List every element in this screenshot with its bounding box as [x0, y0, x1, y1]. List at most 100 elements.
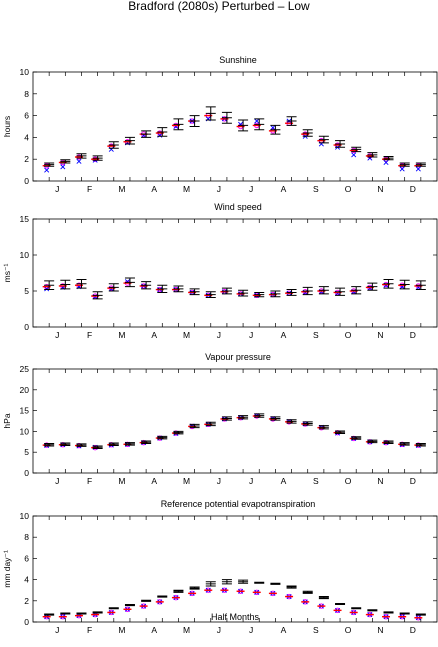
- data-errorbar: [254, 291, 265, 298]
- chart-title: Wind speed: [214, 202, 262, 212]
- data-errorbar: [318, 135, 329, 144]
- x-tick-label-month: A: [151, 625, 157, 635]
- chart-title: Vapour pressure: [205, 352, 271, 362]
- data-point-cross: [399, 166, 405, 172]
- data-errorbar: [383, 440, 394, 444]
- x-tick-label-month: J: [217, 476, 221, 486]
- x-tick-label-month: M: [118, 476, 125, 486]
- x-tick-label-month: O: [345, 625, 352, 635]
- data-errorbar: [157, 127, 168, 137]
- data-errorbar: [108, 607, 119, 610]
- data-errorbar: [335, 140, 346, 148]
- data-errorbar: [205, 291, 216, 298]
- data-errorbar: [173, 118, 184, 131]
- data-errorbar: [108, 141, 119, 149]
- data-point-cross: [60, 164, 66, 170]
- data-errorbar: [254, 118, 265, 131]
- x-tick-label-month: M: [183, 476, 190, 486]
- y-axis-label: hPa: [2, 413, 12, 428]
- data-errorbar: [351, 607, 362, 610]
- x-tick-label-month: S: [313, 476, 319, 486]
- x-tick-label-month: J: [55, 625, 59, 635]
- x-tick-label-month: A: [281, 625, 287, 635]
- x-tick-label-month: O: [345, 184, 352, 194]
- chart-title: Sunshine: [219, 55, 257, 65]
- x-tick-label-month: A: [281, 476, 287, 486]
- data-errorbar: [189, 423, 200, 429]
- data-point-cross: [351, 152, 357, 158]
- data-errorbar: [157, 435, 168, 440]
- data-errorbar: [44, 442, 55, 447]
- x-tick-label-month: J: [249, 330, 253, 340]
- plot-frame: [32, 368, 438, 474]
- x-tick-label-month: M: [183, 330, 190, 340]
- y-tick-label: 15: [20, 406, 30, 416]
- y-tick-label: 2: [24, 154, 29, 164]
- data-errorbar: [124, 277, 135, 288]
- data-errorbar: [157, 284, 168, 293]
- x-tick-label-month: J: [217, 184, 221, 194]
- y-tick-label: 6: [24, 553, 29, 563]
- y-tick-label: 25: [20, 364, 30, 374]
- figure-title: Bradford (2080s) Perturbed – Low: [128, 0, 310, 13]
- data-errorbar: [351, 286, 362, 295]
- x-tick-label-month: N: [377, 184, 383, 194]
- data-point-cross: [415, 166, 421, 172]
- data-errorbar: [367, 282, 378, 291]
- data-errorbar: [415, 162, 426, 167]
- data-errorbar: [399, 162, 410, 167]
- chart-panel-2: Wind speed ms⁻¹ 0 5 10 15 J F M A M J J A S O N D: [2, 202, 438, 340]
- data-errorbar: [270, 416, 281, 421]
- x-tick-label-month: J: [249, 184, 253, 194]
- x-tick-label-month: F: [87, 625, 92, 635]
- x-tick-label-month: D: [410, 184, 416, 194]
- x-tick-label-month: J: [55, 184, 59, 194]
- x-tick-label-month: A: [281, 330, 287, 340]
- x-tick-label-month: D: [410, 330, 416, 340]
- x-tick-label-month: N: [377, 330, 383, 340]
- x-tick-label-month: M: [183, 625, 190, 635]
- y-axis-label: mm day⁻¹: [2, 550, 12, 588]
- plot-frame: [32, 515, 438, 623]
- y-axis-label: ms⁻¹: [2, 264, 12, 283]
- data-errorbar: [270, 124, 281, 135]
- data-errorbar: [221, 579, 232, 585]
- x-tick-label-month: D: [410, 625, 416, 635]
- x-tick-label-month: S: [313, 330, 319, 340]
- data-errorbar: [415, 442, 426, 447]
- y-tick-label: 8: [24, 532, 29, 542]
- x-tick-label-month: J: [217, 330, 221, 340]
- data-errorbar: [173, 430, 184, 435]
- x-tick-label-month: D: [410, 476, 416, 486]
- x-tick-label-month: N: [377, 476, 383, 486]
- x-tick-label-month: O: [345, 476, 352, 486]
- x-tick-label-month: M: [118, 330, 125, 340]
- y-tick-label: 10: [20, 67, 30, 77]
- data-errorbar: [173, 589, 184, 593]
- data-errorbar: [124, 136, 135, 145]
- y-tick-label: 0: [24, 617, 29, 627]
- data-errorbar: [124, 442, 135, 446]
- data-errorbar: [221, 111, 232, 124]
- data-errorbar: [141, 599, 152, 602]
- data-errorbar: [108, 442, 119, 447]
- y-tick-label: 0: [24, 176, 29, 186]
- y-tick-label: 10: [20, 426, 30, 436]
- data-errorbar: [383, 611, 394, 614]
- x-tick-label-month: F: [87, 184, 92, 194]
- data-errorbar: [92, 445, 103, 449]
- data-errorbar: [76, 443, 87, 447]
- data-point-cross: [76, 158, 82, 164]
- data-errorbar: [318, 596, 329, 600]
- x-tick-label-month: A: [281, 184, 287, 194]
- x-tick-label-month: J: [55, 476, 59, 486]
- y-tick-label: 20: [20, 385, 30, 395]
- data-errorbar: [108, 283, 119, 292]
- data-errorbar: [367, 152, 378, 158]
- data-errorbar: [238, 415, 249, 420]
- data-errorbar: [399, 612, 410, 615]
- data-errorbar: [302, 421, 313, 426]
- data-errorbar: [44, 613, 55, 616]
- data-errorbar: [124, 604, 135, 607]
- data-errorbar: [238, 579, 249, 584]
